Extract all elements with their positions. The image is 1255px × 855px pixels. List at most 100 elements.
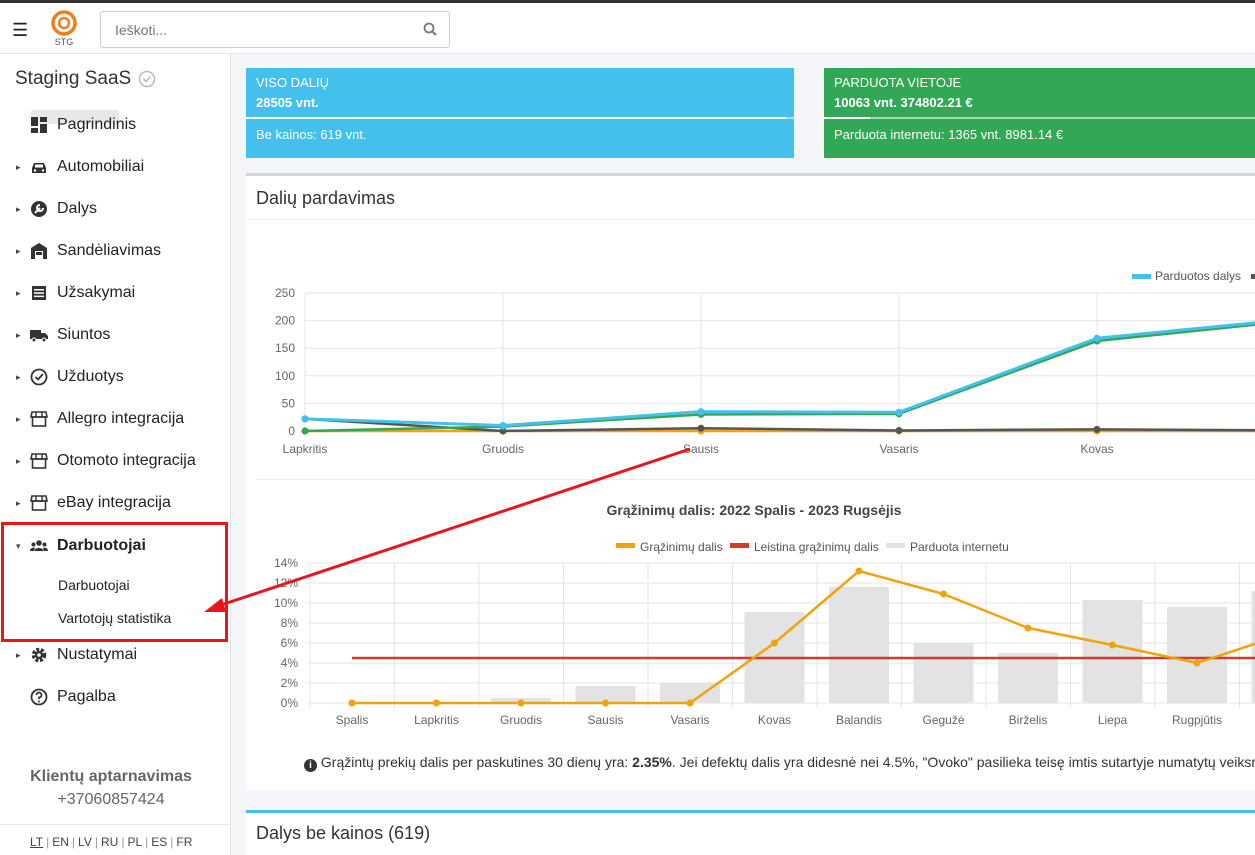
sidebar-item-shipments[interactable]: ▸ Siuntos — [0, 320, 231, 352]
sidebar-item-employees[interactable]: ▾ Darbuotojai — [0, 531, 231, 563]
chart2-x-tick: Sausis — [587, 713, 623, 727]
search-box — [100, 11, 450, 48]
sold-locally-box: PARDUOTA VIETOJE 10063 vnt. 374802.21 € … — [824, 68, 1255, 158]
chart1-series-line — [304, 417, 1255, 433]
sold-locally-value: 10063 vnt. 374802.21 € — [834, 95, 973, 110]
chart2-legend-swatch — [730, 543, 749, 548]
sidebar-item-label: Dalys — [57, 200, 98, 217]
chart2-x-tick: Vasaris — [670, 713, 709, 727]
chart1-point — [301, 415, 309, 423]
chart2-point — [686, 699, 694, 707]
lang-pl[interactable]: PL — [127, 835, 143, 849]
car-icon — [32, 163, 46, 173]
sidebar-item-label: Darbuotojai — [57, 537, 146, 554]
charts-svg: 0 50 100 150 200 250 Lapkritis Gruodis Sausis Vas… — [274, 269, 1255, 727]
sidebar-item-dashboard[interactable]: Pagrindinis — [0, 110, 231, 142]
search-icon[interactable] — [423, 22, 437, 36]
sidebar: Staging SaaS Pagrindinis ▸ Automobiliai … — [0, 54, 231, 855]
check-circle-icon — [30, 368, 48, 386]
app-logo[interactable]: STG — [48, 9, 80, 49]
gear-icon — [31, 647, 47, 663]
chart2-legend-label: Grąžinimų dalis — [640, 540, 723, 554]
caret-right-icon: ▸ — [16, 498, 21, 508]
chart2-x-tick: Gegužė — [922, 713, 964, 727]
chart1-y-tick: 200 — [275, 314, 295, 328]
chart2-legend-swatch — [616, 543, 635, 548]
chart2-x-tick: Birželis — [1009, 713, 1048, 727]
caret-right-icon: ▸ — [16, 456, 21, 466]
sidebar-item-ebay[interactable]: ▸ eBay integracija — [0, 488, 231, 520]
chart2-point — [517, 699, 525, 707]
chart2-y-tick: 6% — [281, 636, 299, 650]
chart1-point — [301, 427, 309, 435]
chart2-point — [1109, 641, 1116, 649]
chart1-point — [895, 426, 903, 434]
sidebar-item-warehouse[interactable]: ▸ Sandėliavimas — [0, 236, 231, 268]
menu-toggle-icon[interactable]: ☰ — [12, 20, 29, 40]
tooltip-remnant — [31, 110, 119, 124]
sidebar-item-label: Siuntos — [57, 326, 111, 343]
chart2-x-tick: Spalis — [336, 713, 369, 727]
sidebar-item-label: Allegro integracija — [57, 410, 185, 427]
sidebar-subitem-user-statistics[interactable]: Vartotojų statistika — [58, 610, 172, 626]
chart2-point — [1024, 624, 1032, 632]
total-parts-box: VISO DALIŲ 28505 vnt. Be kainos: 619 vnt… — [246, 68, 794, 158]
lang-lt[interactable]: LT — [30, 835, 44, 849]
chart1-point — [1093, 425, 1101, 433]
chart2-y-tick: 12% — [274, 576, 298, 590]
sidebar-item-parts[interactable]: ▸ Dalys — [0, 194, 231, 226]
chart2-bar — [829, 587, 889, 703]
sidebar-item-allegro[interactable]: ▸ Allegro integracija — [0, 404, 231, 436]
sidebar-item-tasks[interactable]: ▸ Užduotys — [0, 362, 231, 394]
chart2-y-tick: 8% — [281, 616, 299, 630]
lang-fr[interactable]: FR — [176, 835, 193, 849]
lang-en[interactable]: EN — [52, 835, 69, 849]
search-input[interactable] — [115, 12, 415, 47]
parts-without-price-card: Dalys be kainos (619) — [246, 810, 1255, 855]
chart1-x-tick: Lapkritis — [283, 442, 328, 456]
lang-ru[interactable]: RU — [100, 835, 119, 849]
caret-down-icon: ▾ — [16, 541, 21, 551]
sidebar-item-settings[interactable]: ▸ Nustatymai — [0, 640, 231, 672]
chart2-x-tick: Liepa — [1098, 713, 1128, 727]
chart2-legend-swatch — [886, 543, 905, 548]
support-phone[interactable]: +37060857424 — [57, 791, 165, 808]
top-bar: ☰ STG — [0, 0, 1255, 54]
chart1-series-line — [304, 323, 1255, 433]
lang-es[interactable]: ES — [151, 835, 168, 849]
sidebar-item-label: Nustatymai — [57, 646, 138, 663]
customer-support: Klientų aptarnavimas +37060857424 — [0, 768, 222, 809]
users-icon — [30, 540, 48, 551]
chart2-bar — [575, 686, 636, 703]
chart2-point — [855, 567, 863, 575]
sidebar-item-orders[interactable]: ▸ Užsakymai — [0, 278, 231, 310]
store-icon — [30, 495, 48, 511]
chart1-point — [697, 424, 705, 432]
sidebar-item-label: Sandėliavimas — [57, 242, 162, 259]
sidebar-item-help[interactable]: Pagalba — [0, 682, 231, 714]
chart2-point — [771, 639, 778, 647]
total-parts-progress-fill — [246, 117, 786, 119]
sidebar-item-otomoto[interactable]: ▸ Otomoto integracija — [0, 446, 231, 478]
logo-mark-icon — [51, 10, 77, 36]
sold-progress-fill — [824, 117, 870, 119]
sales-card: Dalių pardavimas 0 50 100 150 200 250 Lapkriti… — [246, 173, 1255, 790]
caret-right-icon: ▸ — [16, 288, 21, 298]
sidebar-item-label: Pagalba — [57, 688, 116, 705]
sales-card-title: Dalių pardavimas — [256, 188, 396, 208]
chart2-point — [1193, 659, 1201, 667]
chart2-bar — [998, 653, 1058, 703]
chart2-bar — [913, 643, 974, 703]
returns-info: i Grąžintų prekių dalis per paskutines 3… — [304, 754, 1255, 772]
lang-lv[interactable]: LV — [78, 835, 92, 849]
chart1-y-tick: 150 — [275, 341, 295, 355]
info-icon: i — [304, 759, 317, 772]
org-name: Staging SaaS — [15, 68, 132, 89]
sidebar-subitem-employees[interactable]: Darbuotojai — [58, 577, 130, 593]
truck-icon — [30, 330, 48, 343]
no-price-count: Be kainos: 619 vnt. — [256, 127, 367, 142]
sidebar-item-label: eBay integracija — [57, 494, 171, 511]
caret-right-icon: ▸ — [16, 204, 21, 214]
sidebar-item-cars[interactable]: ▸ Automobiliai — [0, 152, 231, 184]
chart2-x-tick: Kovas — [758, 713, 791, 727]
